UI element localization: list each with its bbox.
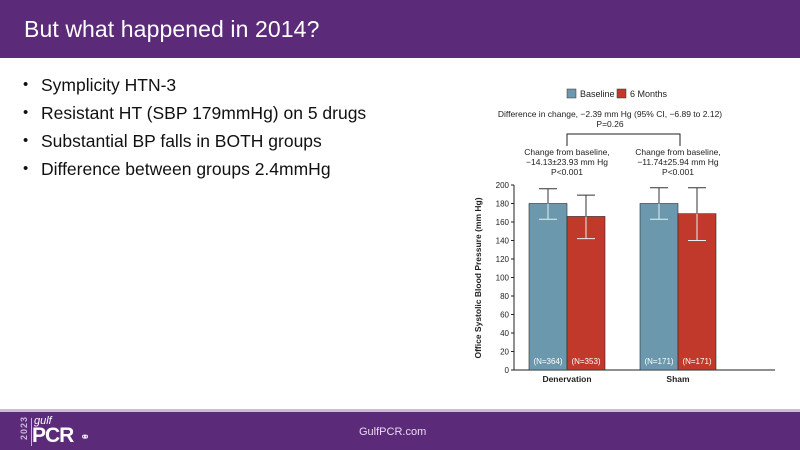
y-tick-label: 120	[496, 255, 510, 264]
slide-footer	[0, 412, 800, 450]
bullet-icon: •	[23, 160, 29, 177]
bullet-item: • Resistant HT (SBP 179mmHg) on 5 drugs	[23, 103, 367, 123]
y-tick-label: 60	[500, 311, 509, 320]
denervation-change-line1: Change from baseline,	[524, 147, 610, 157]
logo-gulf-text: gulf	[34, 415, 52, 427]
bar-denervation-6-months	[566, 216, 606, 371]
x-category-label: Denervation	[542, 374, 591, 384]
chart-n-labels: (N=364) (N=353) (N=171) (N=171)	[533, 357, 711, 366]
logo-divider	[31, 418, 32, 446]
sham-change-line2: −11.74±25.94 mm Hg	[637, 157, 719, 167]
n-label: (N=364)	[533, 357, 562, 366]
y-tick-label: 180	[496, 200, 510, 209]
y-tick-label: 140	[496, 237, 510, 246]
y-tick-label: 100	[496, 274, 510, 283]
chart-svg: Baseline 6 Months Difference in change, …	[473, 88, 775, 384]
y-tick-label: 160	[496, 218, 510, 227]
difference-annotation: Difference in change, −2.39 mm Hg (95% C…	[498, 109, 722, 119]
bullet-icon: •	[23, 104, 29, 121]
logo-gim-icon: ⚭	[80, 430, 91, 444]
footer-url: GulfPCR.com	[359, 426, 427, 438]
y-tick-label: 40	[500, 329, 509, 338]
chart-x-labels: Denervation Sham	[542, 374, 690, 384]
legend-label-6-months: 6 Months	[630, 89, 668, 99]
logo-year: 2023	[19, 416, 29, 441]
footer-divider	[0, 409, 800, 412]
logo-pcr-text: PCR	[32, 424, 74, 447]
slide-header: But what happened in 2014?	[0, 0, 800, 58]
n-label: (N=171)	[644, 357, 673, 366]
bullet-icon: •	[23, 76, 29, 93]
comparison-bracket	[566, 133, 681, 146]
slide-title: But what happened in 2014?	[24, 16, 320, 42]
chart-error-bars	[539, 187, 706, 241]
bullet-item: • Symplicity HTN-3	[23, 75, 177, 95]
legend-swatch-baseline	[566, 88, 577, 99]
difference-p-value: P=0.26	[596, 119, 623, 129]
x-category-label: Sham	[666, 374, 690, 384]
bullet-item: • Difference between groups 2.4mmHg	[23, 159, 331, 179]
bullet-list: • Symplicity HTN-3 • Resistant HT (SBP 179…	[22, 74, 382, 186]
n-label: (N=171)	[682, 357, 711, 366]
y-tick-label: 80	[500, 292, 509, 301]
chart-bars	[528, 203, 717, 371]
bar-sham-baseline	[639, 203, 679, 371]
y-axis-label: Office Systolic Blood Pressure (mm Hg)	[473, 197, 483, 358]
y-tick-label: 20	[500, 348, 509, 357]
bullet-icon: •	[23, 132, 29, 149]
y-tick-label: 200	[496, 181, 510, 190]
denervation-change-line2: −14.13±23.93 mm Hg	[526, 157, 608, 167]
sham-change-line1: Change from baseline,	[635, 147, 721, 157]
legend-label-baseline: Baseline	[580, 89, 615, 99]
bp-bar-chart: Baseline 6 Months Difference in change, …	[460, 82, 790, 392]
y-tick-label: 0	[505, 366, 510, 375]
gulfpcr-logo: 2023 gulf PCR ⚭	[14, 413, 114, 449]
denervation-change-p: P<0.001	[551, 167, 583, 177]
n-label: (N=353)	[571, 357, 600, 366]
bar-denervation-baseline	[528, 203, 568, 371]
bullet-item: • Substantial BP falls in BOTH groups	[23, 131, 322, 151]
sham-change-p: P<0.001	[662, 167, 694, 177]
legend-swatch-6-months	[616, 88, 627, 99]
